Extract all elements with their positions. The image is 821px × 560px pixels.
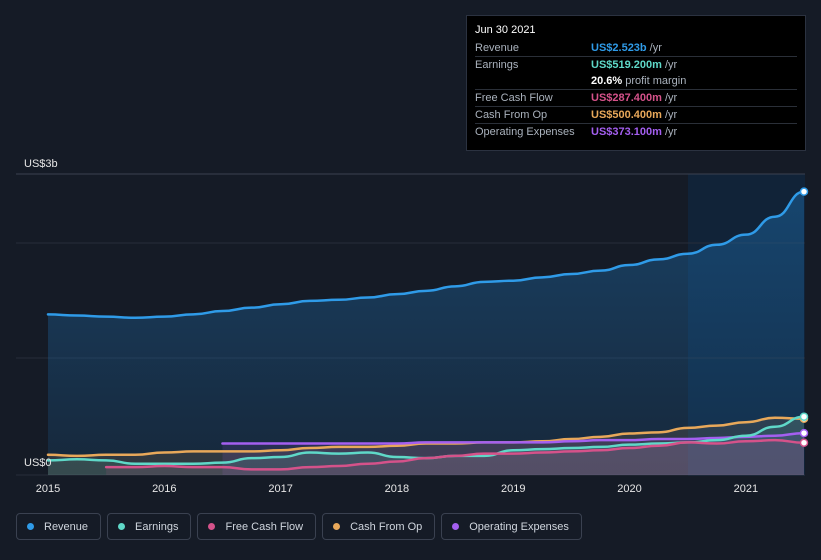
tooltip-row-value: US$519.200m xyxy=(591,59,662,71)
legend-item-operating-expenses[interactable]: Operating Expenses xyxy=(441,513,582,540)
tooltip-row-value: US$500.400m xyxy=(591,109,662,121)
legend-dot-icon xyxy=(27,523,34,530)
legend-label: Earnings xyxy=(135,520,179,533)
tooltip-row-suffix: profit margin xyxy=(625,75,687,87)
y-tick-label: US$0 xyxy=(24,457,52,469)
tooltip-rows: Revenue US$2.523b/yr Earnings US$519.200m/y… xyxy=(475,40,797,140)
earnings-end-marker xyxy=(799,412,809,421)
tooltip-row-label: Earnings xyxy=(475,59,519,71)
tooltip-row-label xyxy=(475,73,591,89)
legend-dot-icon xyxy=(452,523,460,530)
tooltip-panel: Jun 30 2021 Revenue US$2.523b/yr Earnings U… xyxy=(466,15,806,151)
tooltip-row-value: 20.6% xyxy=(591,75,623,87)
x-tick-label: 2021 xyxy=(734,483,758,495)
legend-label: Cash From Op xyxy=(350,520,423,533)
legend-item-cash-from-op[interactable]: Cash From Op xyxy=(322,513,436,540)
x-tick-label: 2020 xyxy=(617,483,641,495)
tooltip-row-value: US$373.100m xyxy=(591,126,662,138)
tooltip-row: Free Cash Flow US$287.400m/yr xyxy=(475,89,797,106)
x-tick-label: 2016 xyxy=(152,483,176,495)
x-tick-label: 2018 xyxy=(385,483,409,495)
tooltip-date: Jun 30 2021 xyxy=(475,24,536,36)
tooltip-row-suffix: /yr xyxy=(664,126,678,138)
legend-item-revenue[interactable]: Revenue xyxy=(16,513,102,540)
tooltip-row: Revenue US$2.523b/yr xyxy=(475,40,797,56)
tooltip-row-label: Cash From Op xyxy=(475,109,548,121)
legend-dot-icon xyxy=(333,523,341,530)
y-axis-ticks: US$3b US$0 xyxy=(24,158,58,469)
tooltip-row-suffix: /yr xyxy=(664,109,678,121)
tooltip-row: 20.6% profit margin xyxy=(475,73,797,89)
x-axis-ticks: 2015 2016 2017 2018 2019 2020 2021 xyxy=(36,483,758,495)
tooltip-row-label: Free Cash Flow xyxy=(475,92,553,104)
x-tick-label: 2015 xyxy=(36,483,60,495)
legend: Revenue Earnings Free Cash Flow Cash From O… xyxy=(16,513,582,540)
x-tick-label: 2017 xyxy=(268,483,292,495)
revenue-area xyxy=(48,191,804,475)
series-lines xyxy=(46,190,806,471)
tooltip-row: Cash From Op US$500.400m/yr xyxy=(475,106,797,123)
legend-label: Free Cash Flow xyxy=(225,520,304,533)
tooltip-row-value: US$287.400m xyxy=(591,92,662,104)
legend-label: Revenue xyxy=(44,520,89,533)
tooltip-row-suffix: /yr xyxy=(649,42,662,54)
x-tick-label: 2019 xyxy=(501,483,525,495)
legend-item-earnings[interactable]: Earnings xyxy=(107,513,192,540)
tooltip-row-suffix: /yr xyxy=(664,59,678,71)
tooltip-row-label: Revenue xyxy=(475,42,520,54)
tooltip-row-suffix: /yr xyxy=(664,92,678,104)
free-cash-flow-end-marker xyxy=(799,438,809,447)
legend-dot-icon xyxy=(118,523,126,530)
tooltip-row: Earnings US$519.200m/yr xyxy=(475,56,797,73)
operating-expenses-end-marker xyxy=(799,428,809,438)
legend-label: Operating Expenses xyxy=(469,520,569,533)
legend-dot-icon xyxy=(208,523,216,530)
end-markers xyxy=(799,187,809,447)
tooltip-row: Operating Expenses US$373.100m/yr xyxy=(475,123,797,140)
operating-expenses-line xyxy=(221,431,806,445)
tooltip-row-label: Operating Expenses xyxy=(475,126,575,138)
chart: 2015 2016 2017 2018 2019 2020 2021 US$3b US$0 xyxy=(16,158,809,495)
free-cash-flow-line xyxy=(104,438,806,471)
tooltip-row-value: US$2.523b xyxy=(591,42,647,54)
revenue-end-marker xyxy=(799,187,809,196)
legend-item-free-cash-flow[interactable]: Free Cash Flow xyxy=(197,513,317,540)
y-tick-label: US$3b xyxy=(24,158,58,170)
revenue-line xyxy=(46,190,806,320)
